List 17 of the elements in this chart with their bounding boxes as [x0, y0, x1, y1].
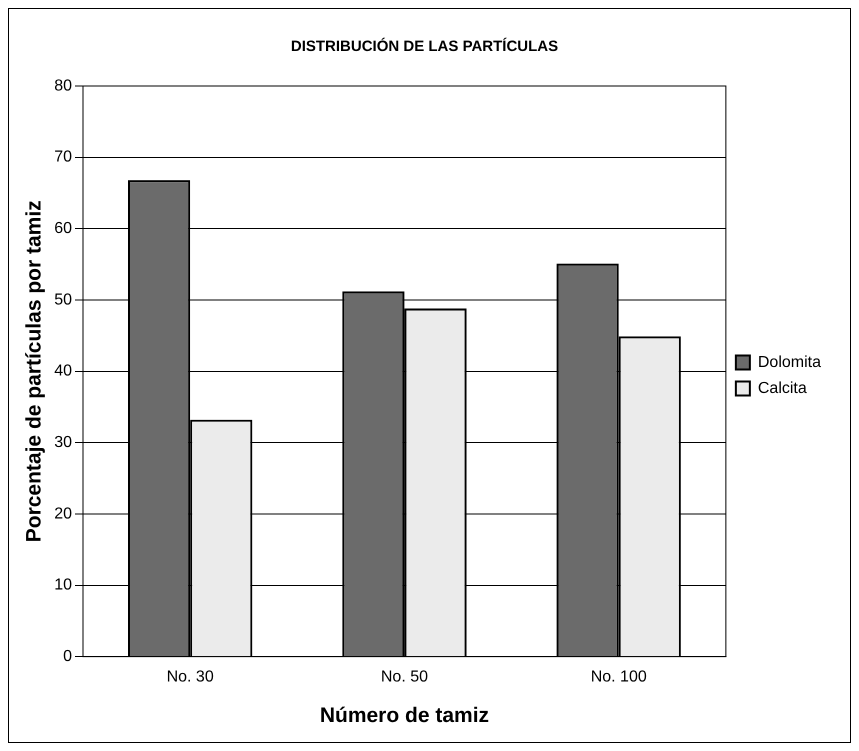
y-axis-title: Porcentaje de partículas por tamiz [22, 200, 46, 542]
y-tick-label: 70 [54, 148, 72, 166]
y-tick-label: 40 [54, 362, 72, 380]
x-tick-label: No. 100 [590, 668, 647, 686]
y-tick-label: 50 [54, 291, 72, 308]
legend-label: Calcita [758, 380, 807, 397]
y-tick-label: 60 [54, 220, 72, 238]
y-tick-label: 30 [54, 434, 72, 452]
x-tick-label: No. 50 [380, 668, 428, 686]
chart-title: DISTRIBUCIÓN DE LAS PARTÍCULAS [290, 37, 558, 56]
y-tick-label: 10 [54, 576, 72, 594]
x-tick-label: No. 30 [166, 668, 214, 686]
y-tick-label: 80 [54, 77, 72, 94]
x-axis-title: Número de tamiz [320, 704, 490, 728]
y-tick-label: 0 [63, 648, 72, 666]
legend-label: Dolomita [758, 354, 822, 371]
y-tick-label: 20 [54, 505, 72, 522]
